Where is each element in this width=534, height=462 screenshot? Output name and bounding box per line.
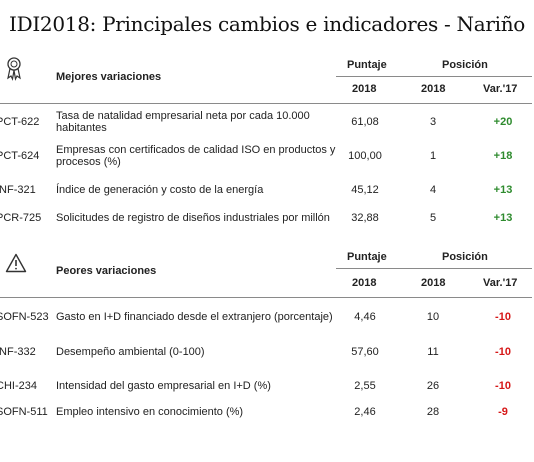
score-value: 32,88 bbox=[351, 212, 379, 224]
best-col-position: Posición bbox=[442, 59, 488, 71]
worst-col-var: Var.'17 bbox=[483, 277, 518, 289]
variation-value: +13 bbox=[493, 184, 513, 196]
indicator-code: CHI-234 bbox=[0, 380, 37, 392]
score-value: 100,00 bbox=[348, 150, 382, 162]
position-value: 28 bbox=[426, 406, 440, 418]
score-value: 45,12 bbox=[351, 184, 379, 196]
indicator-description: Empleo intensivo en conocimiento (%) bbox=[56, 406, 244, 418]
position-value: 5 bbox=[429, 212, 437, 224]
score-value: 57,60 bbox=[351, 346, 379, 358]
position-value: 10 bbox=[426, 311, 440, 323]
indicator-description: Índice de generación y costo de la energ… bbox=[56, 184, 264, 196]
best-col-score: Puntaje bbox=[347, 59, 387, 71]
best-header-divider bbox=[336, 76, 532, 77]
page-title: IDI2018: Principales cambios e indicador… bbox=[8, 12, 526, 36]
best-year-score: 2018 bbox=[352, 83, 377, 95]
variation-value: -10 bbox=[495, 380, 511, 392]
worst-year-score: 2018 bbox=[352, 277, 377, 289]
indicator-code: PCT-624 bbox=[0, 150, 40, 162]
indicator-code: INF-321 bbox=[0, 184, 36, 196]
best-col-var: Var.'17 bbox=[483, 83, 518, 95]
indicator-code: PCR-725 bbox=[0, 212, 42, 224]
score-value: 2,46 bbox=[354, 406, 376, 418]
medal-icon bbox=[5, 56, 23, 87]
position-value: 26 bbox=[426, 380, 440, 392]
variation-value: +18 bbox=[493, 150, 513, 162]
variation-value: -10 bbox=[495, 311, 511, 323]
best-table-divider bbox=[0, 103, 532, 104]
variation-value: -10 bbox=[495, 346, 511, 358]
score-value: 61,08 bbox=[351, 116, 379, 128]
variation-value: +13 bbox=[493, 212, 513, 224]
worst-col-position: Posición bbox=[442, 251, 488, 263]
indicator-description: Tasa de natalidad empresarial neta por c… bbox=[56, 110, 310, 134]
worst-header-divider bbox=[336, 268, 532, 269]
variation-value: +20 bbox=[493, 116, 513, 128]
indicator-code: SOFN-523 bbox=[0, 311, 49, 323]
worst-col-score: Puntaje bbox=[347, 251, 387, 263]
indicator-description: Desempeño ambiental (0-100) bbox=[56, 346, 205, 358]
indicator-code: INF-332 bbox=[0, 346, 36, 358]
position-value: 1 bbox=[429, 150, 437, 162]
position-value: 3 bbox=[429, 116, 437, 128]
indicator-code: PCT-622 bbox=[0, 116, 40, 128]
indicator-description: Intensidad del gasto empresarial en I+D … bbox=[56, 380, 271, 392]
indicator-code: SOFN-511 bbox=[0, 406, 48, 418]
variation-value: -9 bbox=[498, 406, 508, 418]
worst-table-divider bbox=[0, 297, 532, 298]
indicator-description: Gasto en I+D financiado desde el extranj… bbox=[56, 311, 333, 323]
score-value: 2,55 bbox=[354, 380, 376, 392]
best-section-title: Mejores variaciones bbox=[56, 71, 162, 83]
position-value: 11 bbox=[427, 346, 439, 358]
worst-year-position: 2018 bbox=[421, 277, 446, 289]
indicator-description: Empresas con certificados de calidad ISO… bbox=[56, 144, 336, 168]
worst-section-title: Peores variaciones bbox=[56, 265, 157, 277]
warning-icon bbox=[5, 253, 27, 278]
best-year-position: 2018 bbox=[421, 83, 446, 95]
position-value: 4 bbox=[429, 184, 437, 196]
score-value: 4,46 bbox=[354, 311, 376, 323]
indicator-description: Solicitudes de registro de diseños indus… bbox=[56, 212, 330, 224]
